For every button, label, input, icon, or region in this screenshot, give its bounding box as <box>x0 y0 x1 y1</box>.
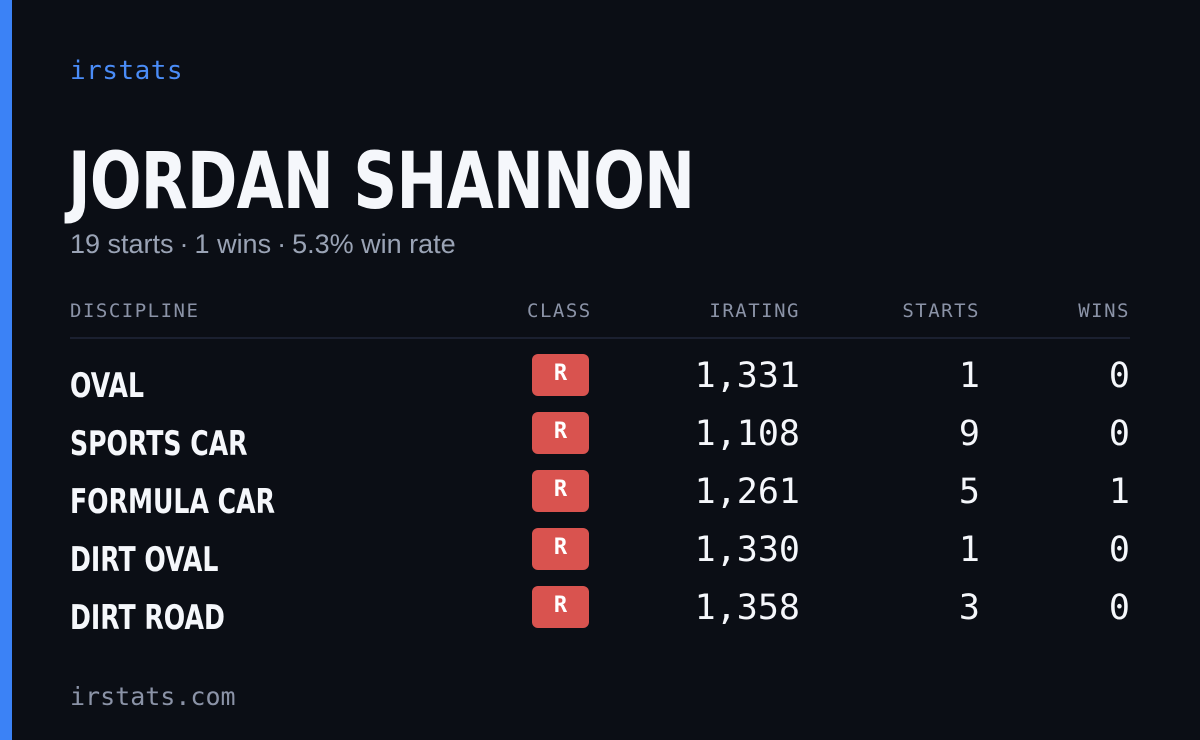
class-badge: R <box>532 470 589 512</box>
summary-starts: 19 starts <box>70 229 174 259</box>
table-row: DIRT OVAL R 1,330 1 0 <box>70 528 1130 586</box>
summary-separator: · <box>179 229 189 259</box>
table-row: OVAL R 1,331 1 0 <box>70 354 1130 412</box>
accent-bar <box>0 0 12 740</box>
discipline-name: DIRT ROAD <box>70 598 225 638</box>
table-row: SPORTS CAR R 1,108 9 0 <box>70 412 1130 470</box>
discipline-name: FORMULA CAR <box>70 482 275 522</box>
header-irating: IRATING <box>709 300 800 322</box>
wins-value: 0 <box>1108 530 1130 570</box>
irating-value: 1,331 <box>694 356 800 396</box>
discipline-name: DIRT OVAL <box>70 540 219 580</box>
starts-value: 1 <box>958 356 980 396</box>
wins-value: 0 <box>1108 414 1130 454</box>
irating-value: 1,261 <box>694 472 800 512</box>
wins-value: 0 <box>1108 588 1130 628</box>
footer-url: irstats.com <box>70 682 236 711</box>
brand-logo: irstats <box>70 56 184 86</box>
table-header: DISCIPLINE CLASS IRATING STARTS WINS <box>70 300 1130 339</box>
irating-value: 1,358 <box>694 588 800 628</box>
wins-value: 1 <box>1108 472 1130 512</box>
header-wins: WINS <box>1078 300 1130 322</box>
table-row: FORMULA CAR R 1,261 5 1 <box>70 470 1130 528</box>
starts-value: 3 <box>958 588 980 628</box>
starts-value: 5 <box>958 472 980 512</box>
header-class: CLASS <box>527 300 592 322</box>
class-badge: R <box>532 354 589 396</box>
summary-win-rate: 5.3% win rate <box>292 229 456 259</box>
header-discipline: DISCIPLINE <box>70 300 200 322</box>
discipline-name: SPORTS CAR <box>70 424 248 464</box>
class-badge: R <box>532 586 589 628</box>
driver-name: JORDAN SHANNON <box>68 137 695 227</box>
starts-value: 1 <box>958 530 980 570</box>
discipline-name: OVAL <box>70 366 144 406</box>
class-badge: R <box>532 412 589 454</box>
header-starts: STARTS <box>902 300 980 322</box>
summary-separator: · <box>277 229 287 259</box>
table-row: DIRT ROAD R 1,358 3 0 <box>70 586 1130 644</box>
wins-value: 0 <box>1108 356 1130 396</box>
starts-value: 9 <box>958 414 980 454</box>
driver-summary: 19 starts · 1 wins · 5.3% win rate <box>70 229 456 260</box>
summary-wins: 1 wins <box>194 229 272 259</box>
class-badge: R <box>532 528 589 570</box>
irating-value: 1,330 <box>694 530 800 570</box>
irating-value: 1,108 <box>694 414 800 454</box>
